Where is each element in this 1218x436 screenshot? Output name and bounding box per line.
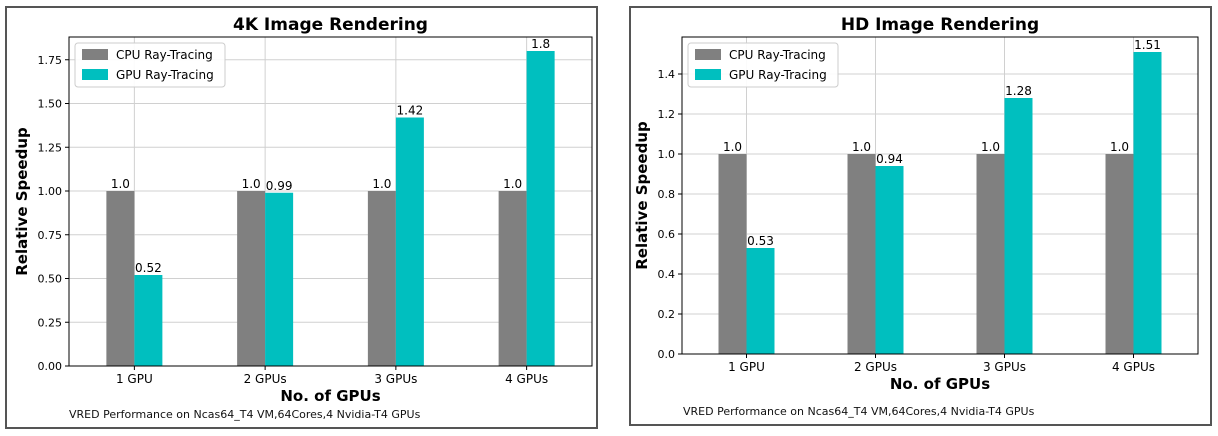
- data-label: 1.0: [503, 177, 522, 191]
- y-tick-label: 0.4: [658, 268, 676, 281]
- y-tick-label: 1.0: [658, 148, 676, 161]
- plot-frame: [68, 36, 593, 367]
- y-tick-label: 1.25: [38, 141, 63, 154]
- data-label: 1.0: [852, 140, 871, 154]
- bar-gpu: [134, 275, 163, 366]
- y-axis-label: Relative Speedup: [633, 121, 651, 270]
- y-tick-label: 0.75: [38, 229, 63, 242]
- bar-cpu: [106, 191, 135, 366]
- x-tick-label: 1 GPU: [116, 372, 153, 386]
- y-tick-label: 1.75: [38, 54, 63, 67]
- chart-4k-image-rendering: 4K Image Rendering 1.0 1.0 1.0 1.0 0.52 0.99 1.…: [13, 15, 593, 405]
- data-label: 0.53: [747, 234, 774, 248]
- x-tick-label: 2 GPUs: [244, 372, 287, 386]
- bar-gpu: [265, 192, 294, 366]
- bar-cpu: [498, 191, 527, 366]
- data-label: 1.8: [531, 37, 550, 51]
- legend-label: CPU Ray-Tracing: [729, 48, 826, 62]
- x-tick-label: 4 GPUs: [1112, 360, 1155, 374]
- legend-box: [74, 42, 226, 88]
- y-tick-label: 0.8: [658, 188, 676, 201]
- bar-cpu: [237, 191, 266, 366]
- y-tick-label: 0.2: [658, 308, 676, 321]
- x-axis-label: No. of GPUs: [890, 375, 990, 393]
- legend-swatch-cpu: [695, 49, 721, 60]
- data-label: 1.0: [372, 177, 391, 191]
- legend-label: GPU Ray-Tracing: [729, 68, 827, 82]
- y-tick-label: 0.50: [38, 273, 63, 286]
- chart-panel-hd: HD Image Rendering 1.0 1.0 1.0 1.0 0.53 0.94 1.…: [629, 6, 1212, 426]
- x-tick-label: 1 GPU: [728, 360, 765, 374]
- legend-swatch-gpu: [695, 69, 721, 80]
- data-label: 1.42: [397, 104, 424, 118]
- legend: CPU Ray-Tracing GPU Ray-Tracing: [687, 42, 839, 88]
- bar-gpu: [1004, 98, 1033, 354]
- y-tick-label: 1.4: [658, 68, 676, 81]
- legend-label: CPU Ray-Tracing: [116, 48, 213, 62]
- chart-title: HD Image Rendering: [841, 15, 1039, 35]
- bar-cpu: [976, 154, 1005, 354]
- bar-cpu: [1105, 154, 1134, 354]
- x-axis-label: No. of GPUs: [280, 387, 380, 405]
- data-label: 1.0: [1110, 140, 1129, 154]
- data-label: 0.52: [135, 261, 162, 275]
- y-tick-label: 1.50: [38, 98, 63, 111]
- data-label: 0.94: [876, 152, 903, 166]
- y-tick-label: 1.2: [658, 108, 676, 121]
- bar-gpu: [395, 117, 424, 366]
- chart-caption: VRED Performance on Ncas64_T4 VM,64Cores…: [69, 408, 421, 421]
- x-tick-label: 4 GPUs: [505, 372, 548, 386]
- data-label: 1.0: [111, 177, 130, 191]
- data-label: 1.0: [723, 140, 742, 154]
- legend-swatch-gpu: [82, 69, 108, 80]
- legend-box: [687, 42, 839, 88]
- data-label: 1.0: [242, 177, 261, 191]
- legend: CPU Ray-Tracing GPU Ray-Tracing: [74, 42, 226, 88]
- chart-hd-image-rendering: HD Image Rendering 1.0 1.0 1.0 1.0 0.53 0.94 1.…: [633, 15, 1199, 393]
- data-label: 0.99: [266, 179, 293, 193]
- y-tick-label: 0.6: [658, 228, 676, 241]
- chart-title: 4K Image Rendering: [233, 15, 428, 35]
- data-label: 1.28: [1005, 84, 1032, 98]
- y-tick-label: 0.00: [38, 360, 63, 373]
- y-axis-label: Relative Speedup: [13, 127, 31, 276]
- data-label: 1.0: [981, 140, 1000, 154]
- plot-frame: [681, 36, 1199, 355]
- bar-cpu: [718, 154, 747, 354]
- bar-cpu: [847, 154, 876, 354]
- bar-cpu: [367, 191, 396, 366]
- chart-panel-4k: 4K Image Rendering 1.0 1.0 1.0 1.0 0.52 0.99 1.…: [5, 6, 598, 429]
- data-label: 1.51: [1134, 38, 1161, 52]
- chart-caption: VRED Performance on Ncas64_T4 VM,64Cores…: [683, 405, 1035, 418]
- legend-label: GPU Ray-Tracing: [116, 68, 214, 82]
- bar-gpu: [526, 51, 555, 366]
- y-tick-label: 0.0: [658, 348, 676, 361]
- x-tick-label: 3 GPUs: [983, 360, 1026, 374]
- x-tick-label: 3 GPUs: [374, 372, 417, 386]
- y-tick-label: 0.25: [38, 316, 63, 329]
- x-tick-label: 2 GPUs: [854, 360, 897, 374]
- bar-gpu: [1133, 52, 1162, 354]
- legend-swatch-cpu: [82, 49, 108, 60]
- bar-gpu: [875, 166, 904, 354]
- bar-gpu: [746, 248, 775, 354]
- y-tick-label: 1.00: [38, 185, 63, 198]
